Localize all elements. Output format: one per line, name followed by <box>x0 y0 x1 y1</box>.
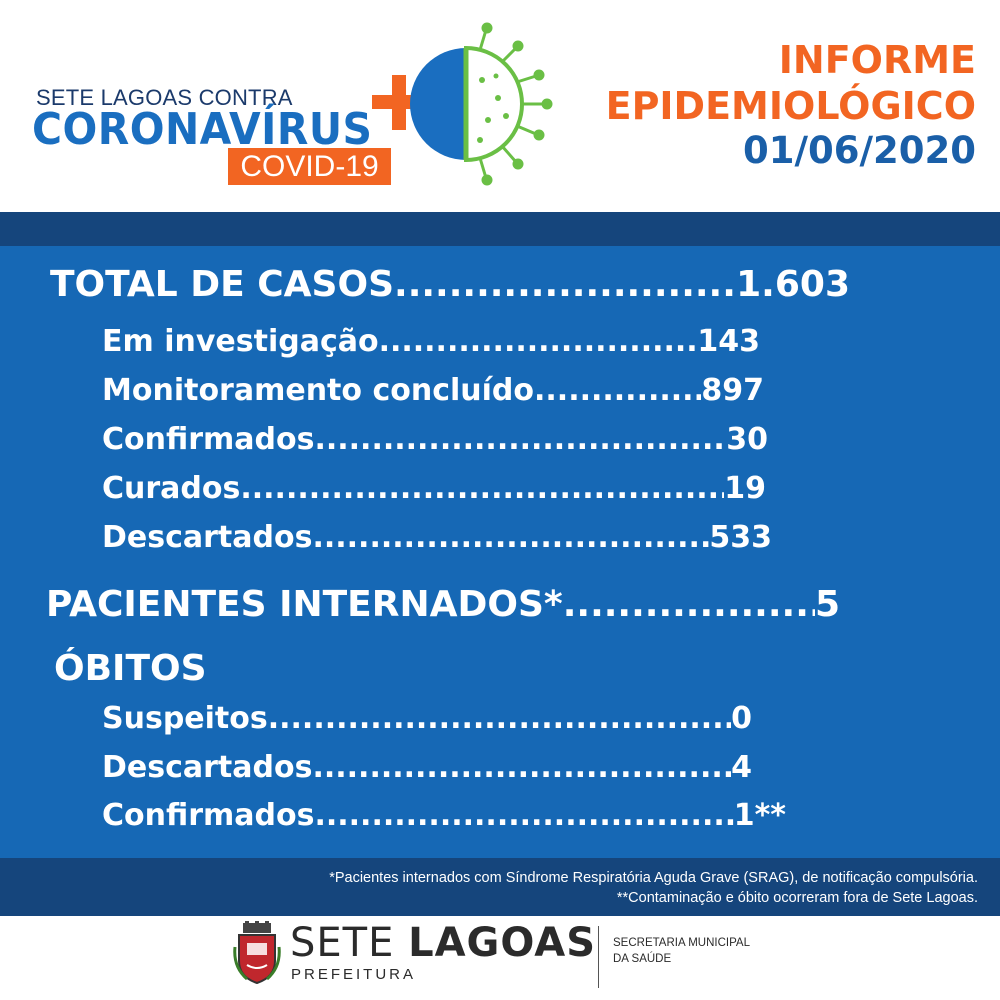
city-name: SETE LAGOAS <box>290 920 596 966</box>
footer-logo-bar: SETE LAGOAS PREFEITURA SECRETARIA MUNICI… <box>0 916 1000 1000</box>
hospitalized-label: PACIENTES INTERNADOS* <box>46 584 563 625</box>
logo-divider <box>598 926 599 988</box>
report-heading: INFORME EPIDEMIOLÓGICO 01/06/2020 <box>606 38 976 174</box>
leader-dots <box>312 520 709 555</box>
campaign-title: CORONAVÍRUS <box>32 104 373 155</box>
breakdown-row-discarded: Descartados 533 <box>102 520 772 555</box>
breakdown-row-confirmed: Confirmados 30 <box>102 422 768 457</box>
total-cases-row: TOTAL DE CASOS 1.603 <box>50 264 850 305</box>
leader-dots <box>563 584 815 625</box>
city-name-bold: LAGOAS <box>408 920 597 966</box>
footnote-hospitalized: *Pacientes internados com Síndrome Respi… <box>329 870 978 886</box>
report-date: 01/06/2020 <box>743 129 976 173</box>
leader-dots <box>268 701 731 736</box>
prefeitura-label: PREFEITURA <box>291 966 417 983</box>
campaign-subtitle: SETE LAGOAS CONTRA <box>36 85 293 110</box>
breakdown-label: Descartados <box>102 520 313 555</box>
health-department: SECRETARIA MUNICIPAL DA SAÚDE <box>613 936 750 967</box>
leader-dots <box>534 373 701 408</box>
deaths-row-confirmed: Confirmados 1** <box>102 798 786 833</box>
deaths-row-suspected: Suspeitos 0 <box>102 701 752 736</box>
leader-dots <box>312 750 731 785</box>
breakdown-label: Monitoramento concluído <box>102 373 534 408</box>
breakdown-row-monitoring: Monitoramento concluído 897 <box>102 373 764 408</box>
campaign-logo: SETE LAGOAS CONTRA CORONAVÍRUS COVID-19 <box>30 20 553 195</box>
leader-dots <box>314 798 733 833</box>
breakdown-label: Confirmados <box>102 422 315 457</box>
breakdown-label: Em investigação <box>102 324 379 359</box>
deaths-label: Suspeitos <box>102 701 268 736</box>
deaths-title: ÓBITOS <box>54 648 207 689</box>
total-cases-value: 1.603 <box>736 264 850 305</box>
panel-top-strip <box>0 212 1000 246</box>
breakdown-row-investigation: Em investigação 143 <box>102 324 760 359</box>
leader-dots <box>314 422 726 457</box>
deaths-label: Descartados <box>102 750 313 785</box>
virus-icon <box>372 22 553 186</box>
breakdown-row-cured: Curados 19 <box>102 471 766 506</box>
deaths-label: Confirmados <box>102 798 315 833</box>
breakdown-value: 533 <box>709 520 772 555</box>
breakdown-label: Curados <box>102 471 241 506</box>
breakdown-value: 30 <box>726 422 768 457</box>
leader-dots <box>394 264 736 305</box>
report-title-line1: INFORME <box>778 38 976 82</box>
deaths-value: 1** <box>733 798 786 833</box>
leader-dots <box>379 324 698 359</box>
health-department-line2: DA SAÚDE <box>613 952 672 965</box>
covid-badge: COVID-19 <box>228 148 391 185</box>
breakdown-value: 897 <box>701 373 764 408</box>
footnote-death: **Contaminação e óbito ocorreram fora de… <box>616 890 978 906</box>
breakdown-value: 19 <box>724 471 766 506</box>
deaths-value: 4 <box>731 750 752 785</box>
deaths-row-discarded: Descartados 4 <box>102 750 752 785</box>
hospitalized-value: 5 <box>814 584 840 625</box>
total-cases-label: TOTAL DE CASOS <box>50 264 395 305</box>
header: SETE LAGOAS CONTRA CORONAVÍRUS COVID-19 <box>0 0 1000 212</box>
report-title-line2: EPIDEMIOLÓGICO <box>605 83 976 128</box>
breakdown-value: 143 <box>697 324 760 359</box>
leader-dots <box>240 471 724 506</box>
health-department-line1: SECRETARIA MUNICIPAL <box>613 937 750 949</box>
footnote-strip <box>0 858 1000 916</box>
city-name-light: SETE <box>290 920 395 966</box>
deaths-value: 0 <box>731 701 752 736</box>
hospitalized-row: PACIENTES INTERNADOS* 5 <box>46 584 840 625</box>
city-crest-icon <box>233 921 281 985</box>
